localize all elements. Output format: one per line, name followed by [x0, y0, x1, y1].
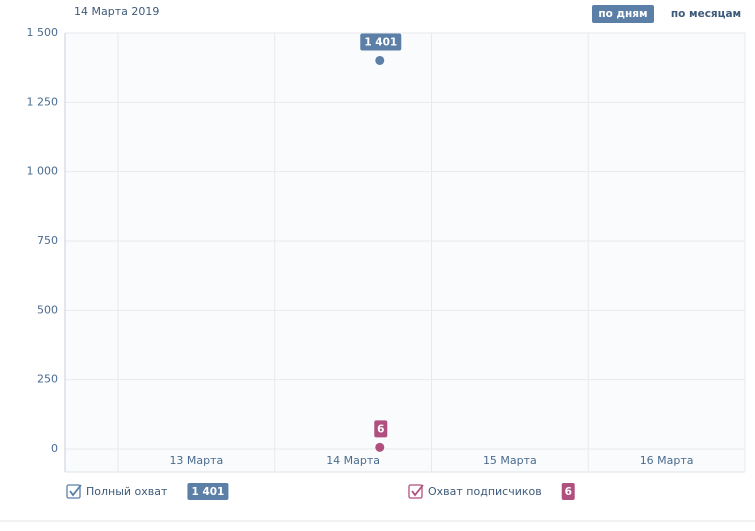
- legend-badge: [561, 483, 575, 500]
- legend-label[interactable]: Охват подписчиков: [428, 485, 542, 498]
- button[interactable]: по дням: [598, 8, 647, 20]
- value-label-bg: [374, 420, 388, 438]
- chart-title: 14 Марта 2019: [74, 5, 159, 18]
- legend-checkbox[interactable]: [66, 484, 81, 499]
- legend-check[interactable]: [69, 484, 82, 497]
- x-tick-label: 14 Марта: [326, 454, 380, 467]
- value-label: 6: [377, 423, 384, 435]
- point: [375, 442, 385, 452]
- legend-value: 1 401: [191, 486, 224, 498]
- legend-label[interactable]: Полный охват: [86, 485, 168, 498]
- legend-value: 6: [565, 486, 572, 498]
- y-tick-label: 0: [51, 442, 58, 455]
- legend-badge: [187, 483, 229, 500]
- y-tick-label: 500: [37, 303, 58, 316]
- x-tick-label: 13 Марта: [169, 454, 223, 467]
- y-tick-label: 1 250: [27, 95, 59, 108]
- button-bg[interactable]: [592, 5, 654, 23]
- legend-check[interactable]: [411, 484, 424, 497]
- x-tick-label: 15 Марта: [483, 454, 537, 467]
- value-label: 1 401: [364, 36, 397, 48]
- legend-checkbox[interactable]: [408, 484, 423, 499]
- x-tick-label: 16 Марта: [640, 454, 694, 467]
- point: [375, 55, 385, 65]
- value-label-bg: [360, 33, 402, 51]
- plot-background: [65, 33, 745, 472]
- y-tick-label: 250: [37, 373, 58, 386]
- y-tick-label: 750: [37, 234, 58, 247]
- button[interactable]: по месяцам: [671, 8, 741, 20]
- y-tick-label: 1 500: [27, 26, 59, 39]
- y-tick-label: 1 000: [27, 165, 59, 178]
